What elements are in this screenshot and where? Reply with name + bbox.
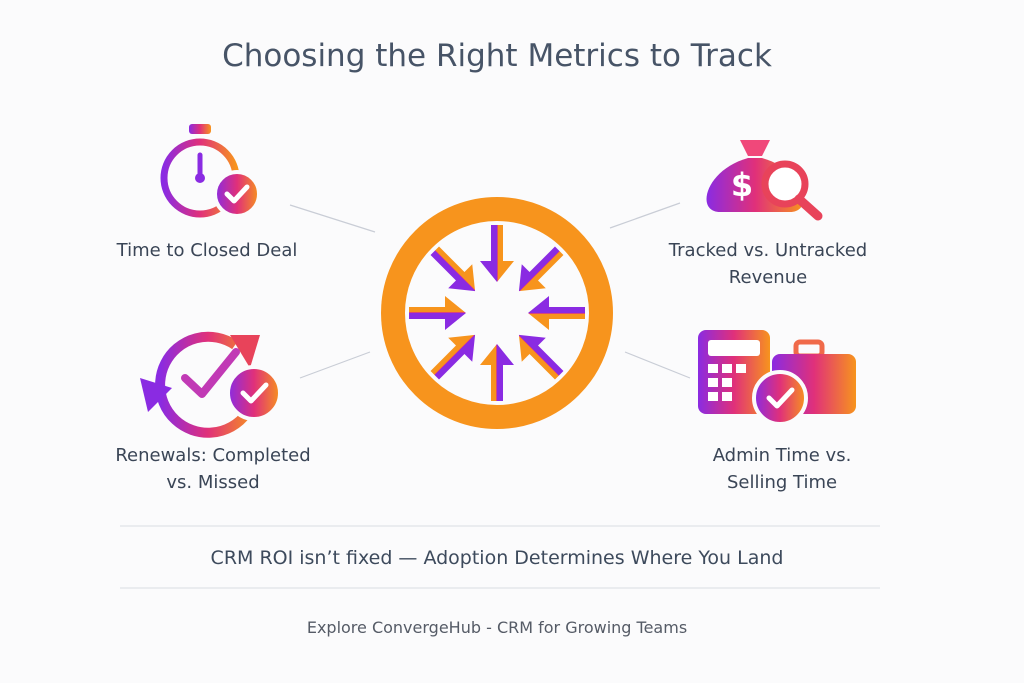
metric-label: Revenue <box>729 267 807 288</box>
metric-label: Admin Time vs. <box>713 445 852 466</box>
dollar-symbol: $ <box>731 166 753 204</box>
tagline: CRM ROI isn’t fixed — Adoption Determine… <box>211 547 784 569</box>
metric-label: Time to Closed Deal <box>116 240 298 261</box>
admin-icon <box>698 330 856 426</box>
footer: Explore ConvergeHub - CRM for Growing Te… <box>307 618 687 637</box>
title: Choosing the Right Metrics to Track <box>222 38 772 74</box>
money-bag-icon: $ <box>706 140 823 221</box>
renewal-icon <box>140 331 282 438</box>
connectors <box>289 202 691 379</box>
stopwatch-icon <box>160 124 261 218</box>
target-wheel <box>381 197 613 429</box>
metric-label: Renewals: Completed <box>115 445 310 466</box>
metric-label: Tracked vs. Untracked <box>668 240 867 261</box>
metric-label: vs. Missed <box>166 472 259 493</box>
metric-label: Selling Time <box>727 472 837 493</box>
